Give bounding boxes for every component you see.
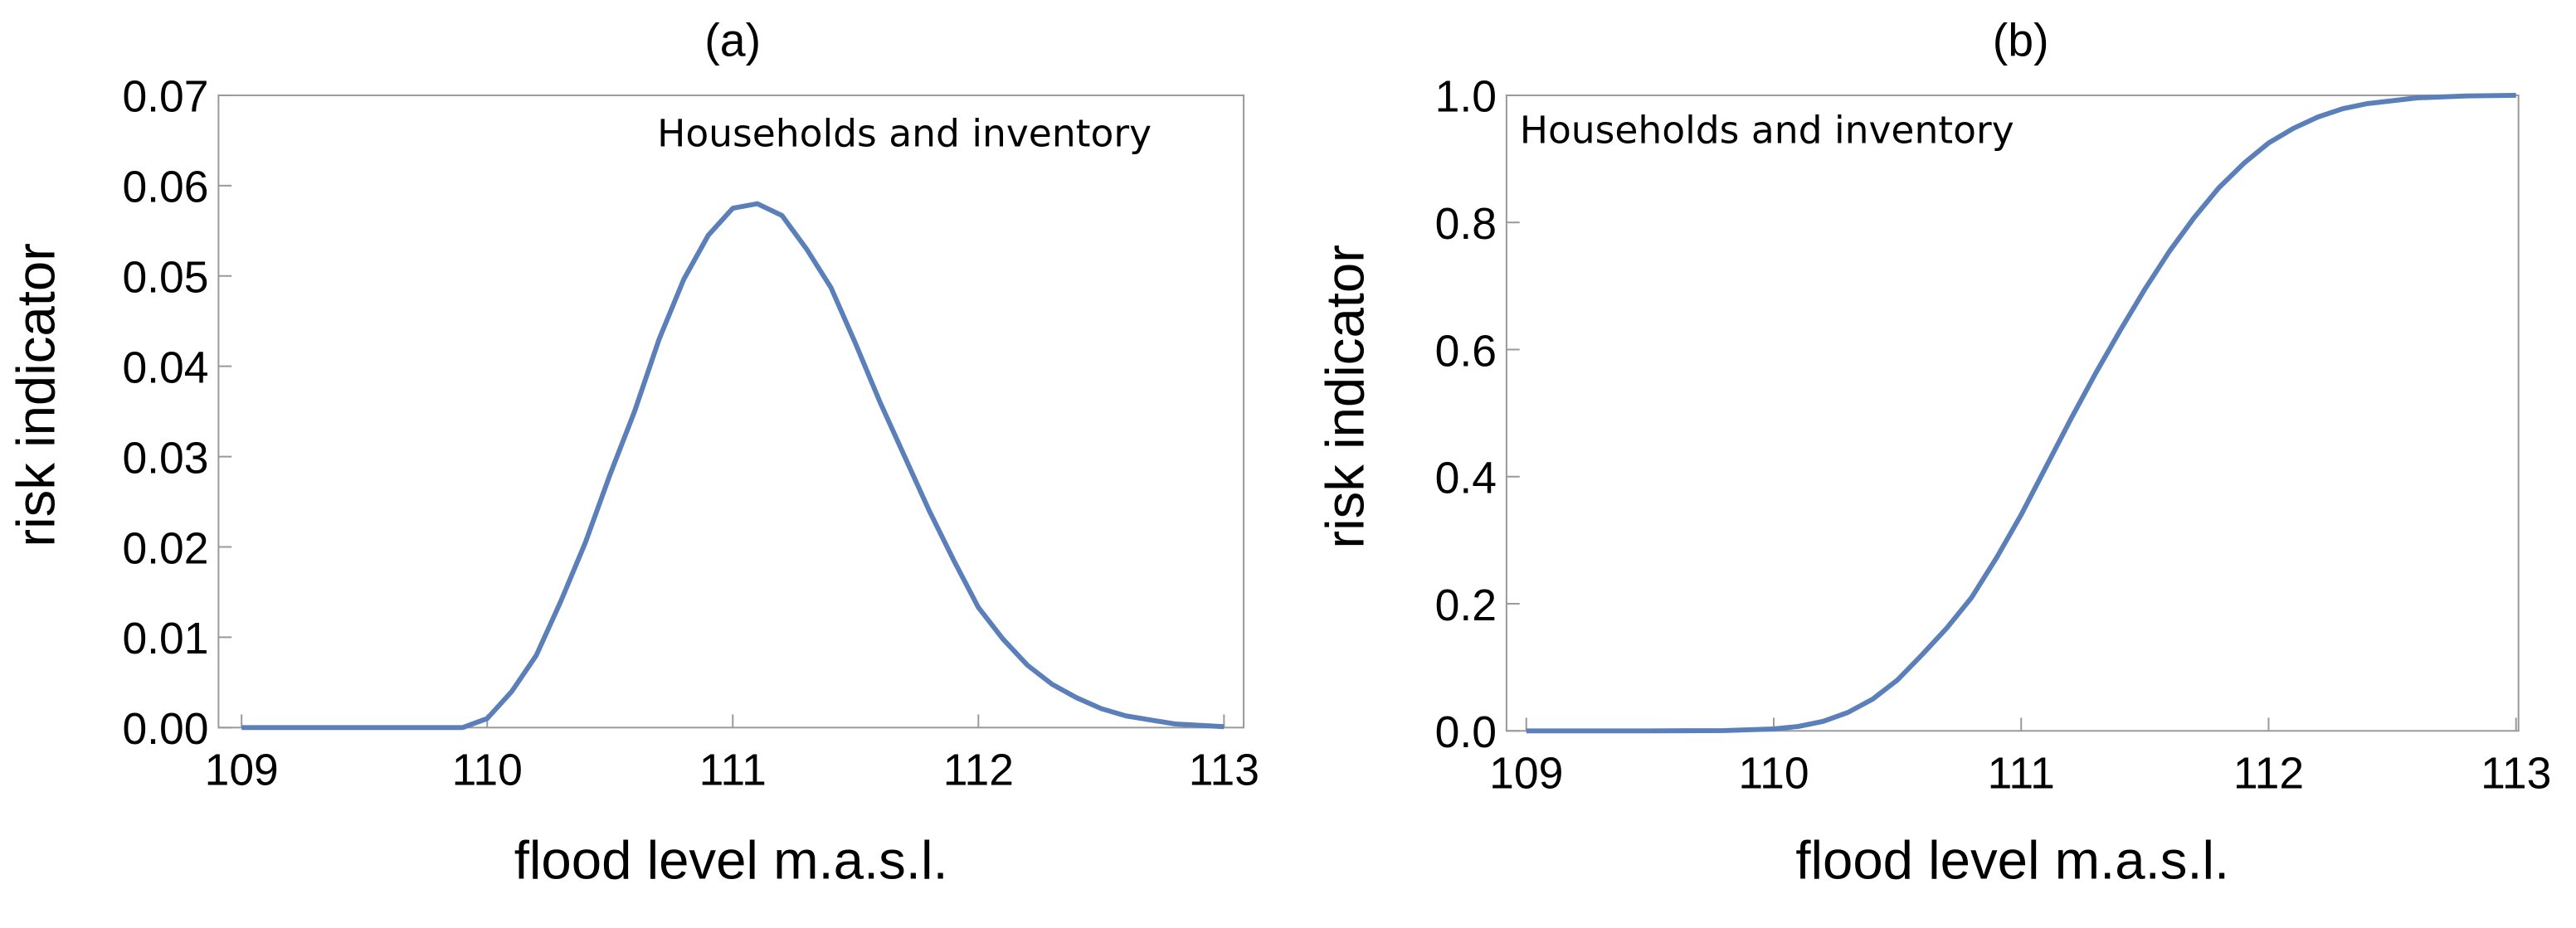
annotation: Households and inventory [1520,108,2014,152]
y-axis-label: risk indicator [1315,245,1376,549]
y-tick-label: 0.0 [1435,708,1497,757]
y-tick-label: 1.0 [1435,73,1497,122]
y-tick-label: 0.02 [122,524,208,573]
plot-frame [1505,94,2520,732]
y-tick-label: 0.4 [1435,454,1497,503]
y-tick-label: 0.00 [122,705,208,754]
x-axis-label: flood level m.a.s.l. [1795,830,2229,891]
y-axis-label: risk indicator [5,243,66,547]
data-line [241,201,1225,731]
y-tick-label: 0.01 [122,615,208,663]
x-tick-label: 111 [1988,750,2055,799]
annotation: Households and inventory [657,111,1152,155]
x-tick-label: 113 [2481,750,2551,799]
x-tick-label: 112 [2233,750,2304,799]
x-tick-label: 109 [205,746,279,795]
chart-title: (b) [1993,14,2049,66]
y-tick-label: 0.07 [122,73,208,122]
x-tick-label: 112 [943,746,1014,795]
y-tick-label: 0.04 [122,343,208,392]
x-tick-label: 111 [699,746,767,795]
data-line [1526,92,2516,734]
x-axis-label: flood level m.a.s.l. [514,830,948,891]
y-tick-label: 0.6 [1435,327,1497,376]
y-tick-label: 0.05 [122,254,208,303]
y-tick-label: 0.03 [122,434,208,483]
x-tick-label: 110 [1738,750,1809,799]
chart-title: (a) [704,14,761,66]
y-tick-label: 0.8 [1435,200,1497,249]
y-tick-label: 0.06 [122,163,208,212]
x-tick-label: 109 [1489,750,1563,799]
chart-panel: 109 110 111 112 113 0.00 0.01 0.02 0.03 0.04 0.05 0… [5,14,1259,890]
chart-panel: 109 110 111 112 113 0.0 0.2 0.4 0.6 0.8 1.0 (b) floo… [1315,14,2552,890]
plot-frame [217,94,1245,729]
x-tick-label: 113 [1189,746,1259,795]
y-tick-label: 0.2 [1435,581,1497,630]
x-tick-label: 110 [452,746,523,795]
